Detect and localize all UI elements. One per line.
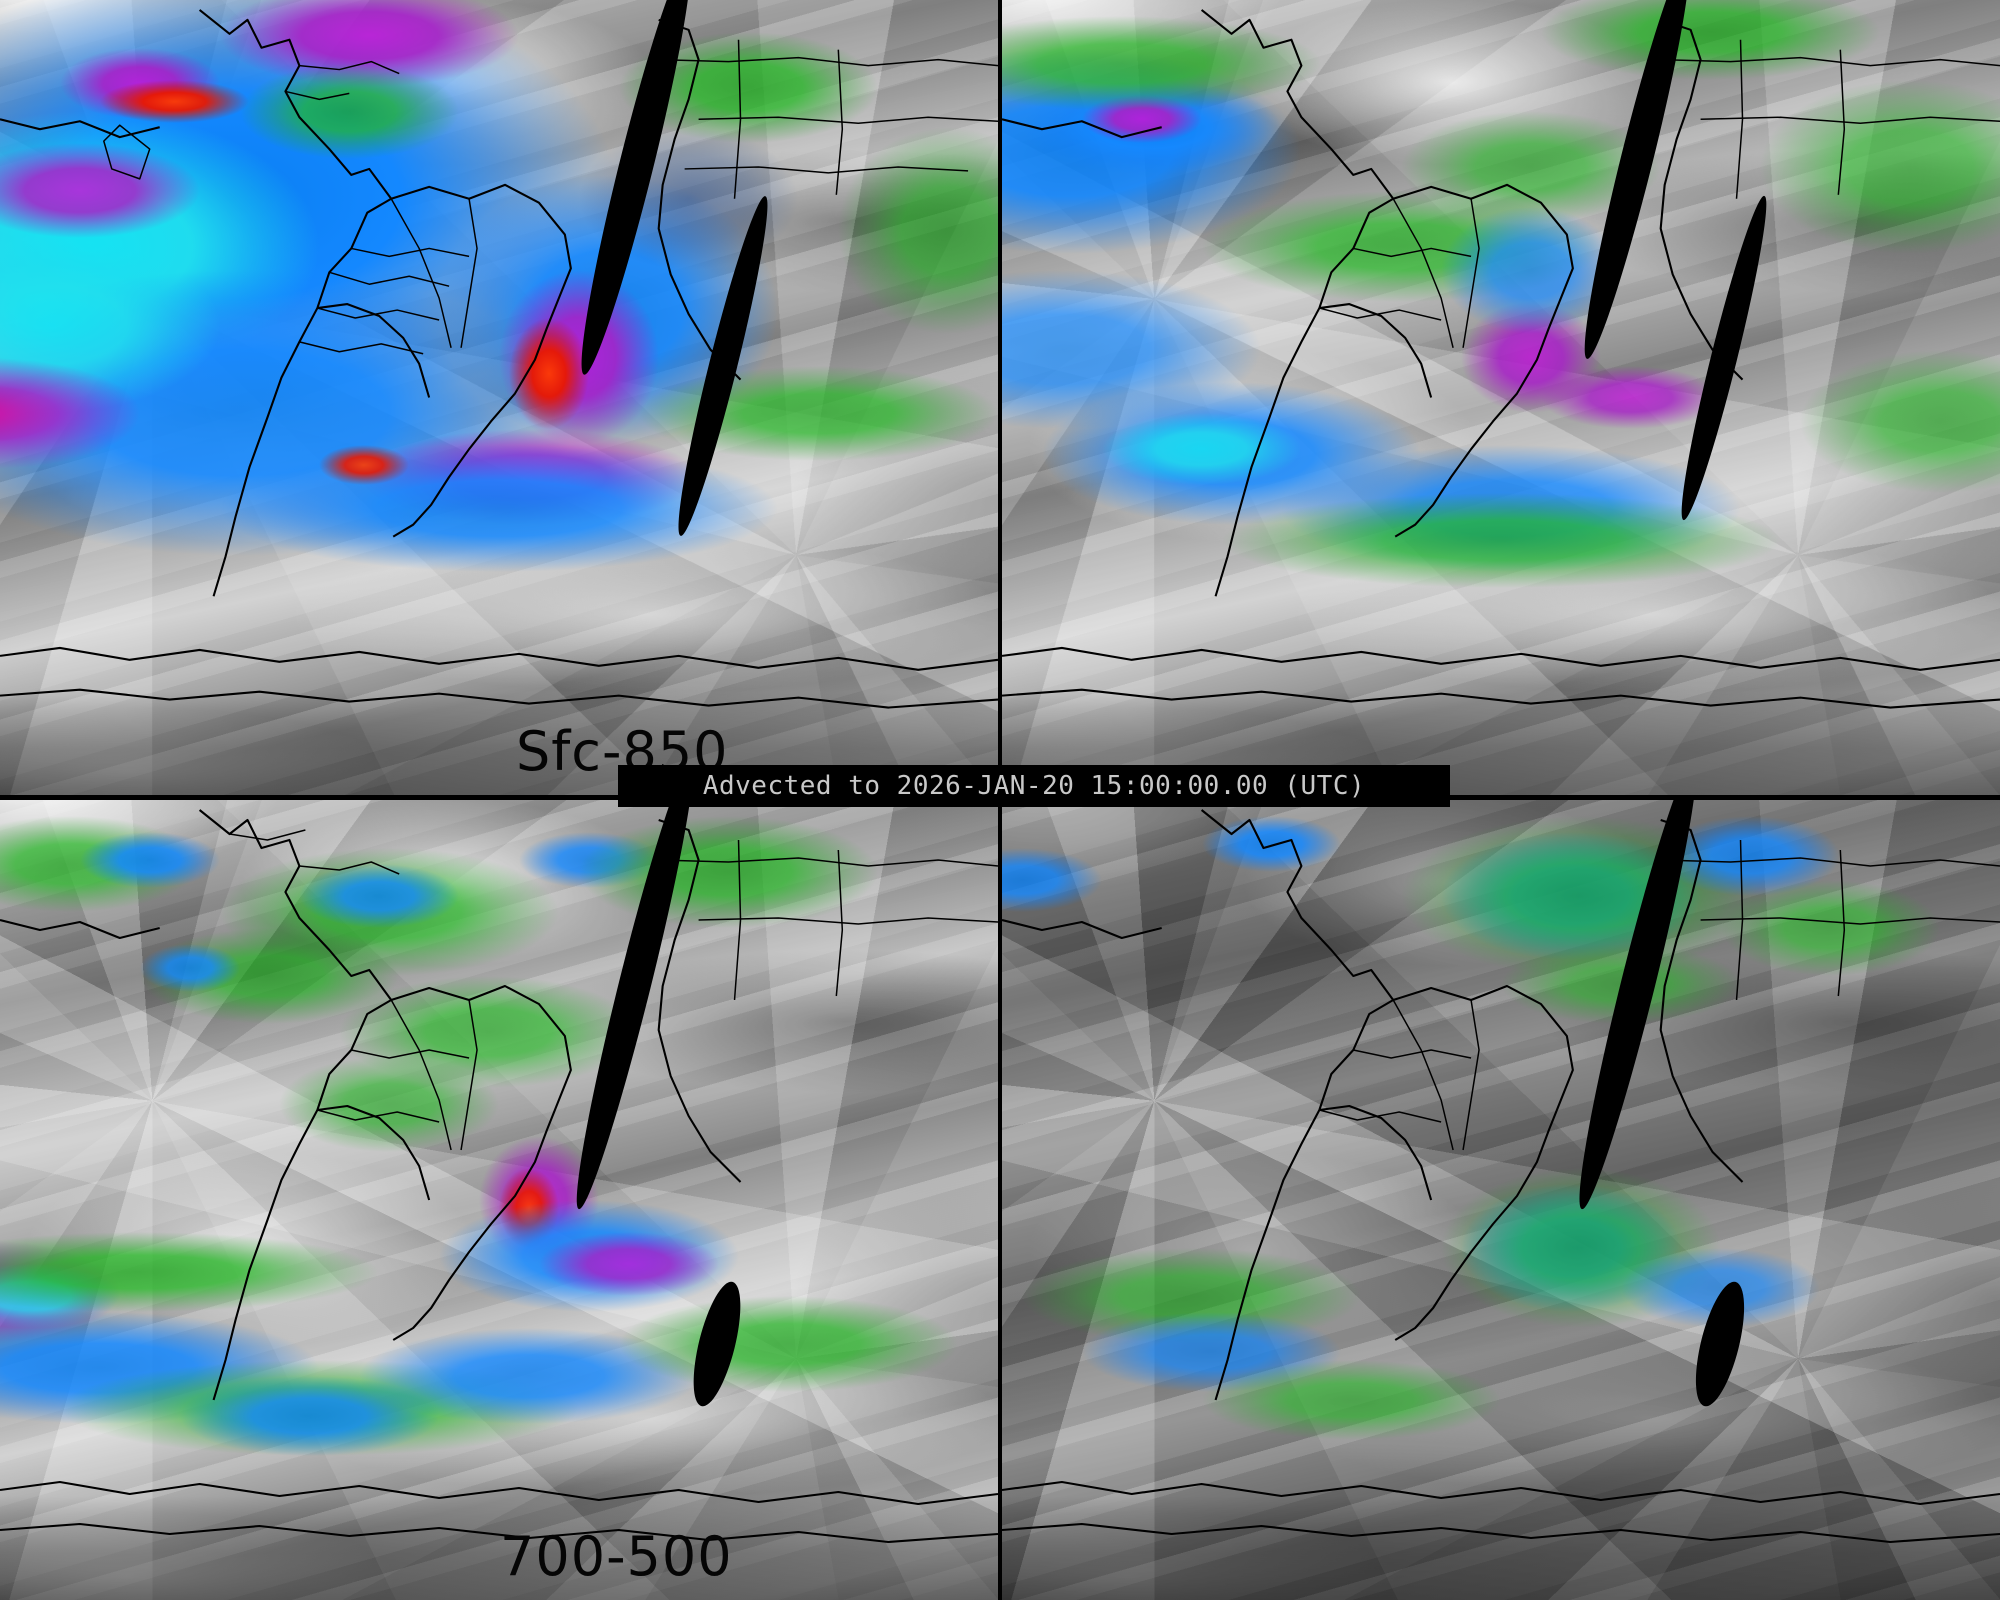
moisture-band-magenta: [538, 1232, 719, 1296]
moisture-band-green: [279, 1056, 499, 1152]
panel-divider-vertical-top: [998, 0, 1002, 795]
panel-700-500[interactable]: 700-500: [0, 800, 998, 1600]
moisture-band-green: [1540, 0, 1881, 80]
moisture-band-green: [578, 816, 879, 928]
panel-divider-vertical-bottom: [998, 800, 1002, 1600]
imagery-700-500: [0, 800, 998, 1600]
timestamp-text: Advected to 2026-JAN-20 15:00:00.00 (UTC…: [702, 771, 1366, 801]
moisture-band-blue: [79, 832, 220, 888]
moisture-band-cyan: [1101, 413, 1302, 485]
moisture-band-magenta: [1540, 365, 1721, 430]
moisture-band-green: [1221, 492, 1781, 589]
moisture-band-green: [1720, 880, 1941, 976]
moisture-band-green: [838, 127, 998, 334]
moisture-band-red: [319, 445, 410, 485]
moisture-band-blue: [299, 864, 460, 928]
moisture-band-red: [508, 318, 589, 430]
imagery-850-700: [1002, 0, 2000, 795]
imagery-500-300: [1002, 800, 2000, 1600]
moisture-band-blue: [139, 944, 240, 992]
moisture-band-magenta: [0, 357, 140, 470]
moisture-band-green: [1002, 15, 1322, 112]
moisture-band-green: [1201, 1360, 1501, 1440]
moisture-band-red: [99, 79, 250, 124]
moisture-band-green: [618, 1296, 959, 1392]
moisture-band-green: [1760, 79, 2000, 255]
moisture-band-blue: [1201, 816, 1342, 872]
moisture-band-magenta: [0, 143, 200, 239]
moisture-band-green: [239, 63, 460, 159]
timestamp-banner: Advected to 2026-JAN-20 15:00:00.00 (UTC…: [618, 765, 1450, 807]
moisture-band-blue: [1002, 848, 1102, 912]
moisture-band-green: [0, 1232, 380, 1312]
imagery-sfc-850: [0, 0, 998, 795]
terminator-shading: [1002, 1496, 2000, 1600]
panel-500-300[interactable]: 500-300: [1002, 800, 2000, 1600]
terminator-shading: [0, 1496, 998, 1600]
moisture-band-green: [1800, 349, 2000, 493]
panel-850-700[interactable]: 850-700: [1002, 0, 2000, 795]
panel-sfc-850[interactable]: Sfc-850: [0, 0, 998, 795]
panel-label-700-500: 700-500: [500, 1525, 733, 1588]
